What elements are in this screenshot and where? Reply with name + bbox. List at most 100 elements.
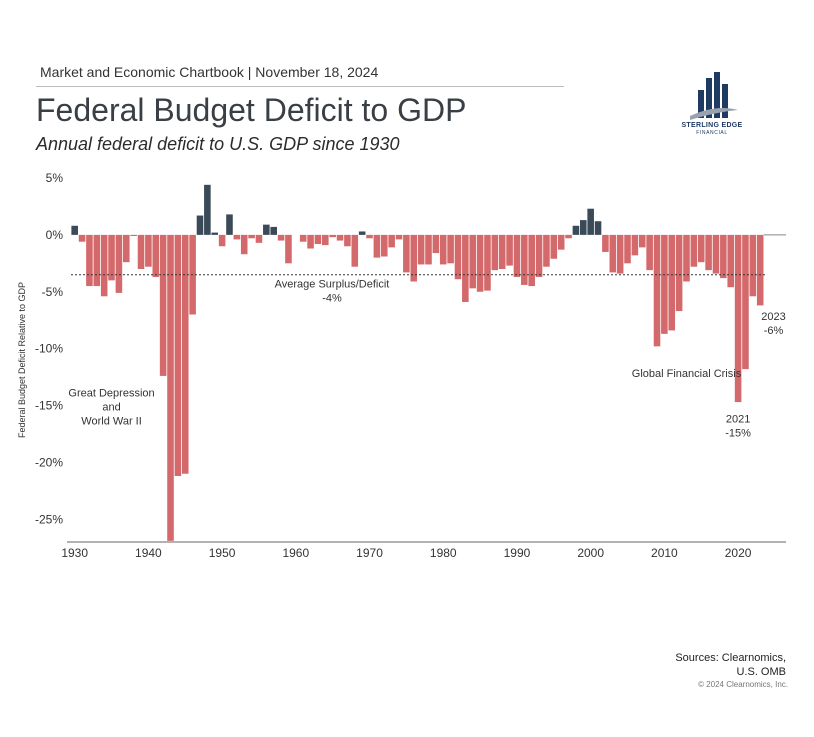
bar-1989 <box>506 234 513 266</box>
bar-1941 <box>152 234 160 277</box>
header-divider <box>36 86 564 87</box>
bar-1974 <box>395 234 403 240</box>
bar-2022 <box>749 234 757 297</box>
bar-1991 <box>521 234 528 285</box>
bar-1944 <box>174 234 182 477</box>
bar-2005 <box>624 234 631 264</box>
y-tick-label: 5% <box>46 171 64 185</box>
bar-1968 <box>351 234 359 267</box>
bar-2023 <box>756 234 764 306</box>
bar-1945 <box>181 234 189 474</box>
bar-2006 <box>631 234 639 256</box>
bar-2002 <box>602 234 609 252</box>
bar-2014 <box>690 234 698 267</box>
bar-1973 <box>388 234 395 248</box>
bar-1969 <box>358 231 366 235</box>
copyright-note: © 2024 Clearnomics, Inc. <box>698 680 788 689</box>
bar-1992 <box>528 234 535 287</box>
bar-1932 <box>86 234 93 287</box>
bar-2013 <box>683 234 690 282</box>
sources-line-2: U.S. OMB <box>736 666 786 678</box>
bar-1976 <box>410 234 418 282</box>
annotation-label: -15% <box>725 428 751 440</box>
bar-1954 <box>248 234 255 239</box>
y-tick-label: -20% <box>35 455 63 469</box>
bar-2001 <box>594 221 602 235</box>
bar-1984 <box>469 234 477 289</box>
bar-2000 <box>587 208 594 235</box>
bar-1996 <box>557 234 565 250</box>
bar-1963 <box>314 234 322 244</box>
x-tick-label: 2010 <box>651 546 678 560</box>
bar-1988 <box>498 234 506 269</box>
annotation-label: Global Financial Crisis <box>632 368 742 380</box>
bar-1982 <box>454 234 462 280</box>
bar-1948 <box>204 184 211 235</box>
bar-2020 <box>734 234 742 403</box>
bar-2015 <box>697 234 705 263</box>
bar-1953 <box>240 234 248 255</box>
bar-1990 <box>513 234 521 277</box>
bar-1971 <box>373 234 381 258</box>
bar-1985 <box>476 234 484 292</box>
average-value-label: -4% <box>322 293 342 305</box>
annotation-label: -6% <box>764 325 784 337</box>
bar-1993 <box>535 234 543 277</box>
x-tick-label: 1930 <box>61 546 88 560</box>
bar-1997 <box>565 234 572 239</box>
bar-1964 <box>322 234 329 246</box>
x-tick-label: 1970 <box>356 546 383 560</box>
bar-1930 <box>71 225 78 235</box>
x-tick-label: 1960 <box>282 546 309 560</box>
average-label: Average Surplus/Deficit <box>275 279 390 291</box>
bar-1958 <box>277 234 285 241</box>
bar-1966 <box>336 234 344 241</box>
bar-1943 <box>167 234 174 541</box>
bar-1939 <box>137 234 145 269</box>
bar-1979 <box>432 234 440 254</box>
bar-1942 <box>159 234 167 376</box>
y-tick-label: -25% <box>35 512 63 526</box>
bar-2018 <box>720 234 727 279</box>
x-tick-label: 1990 <box>504 546 531 560</box>
bar-2004 <box>616 234 624 274</box>
x-tick-label: 2020 <box>725 546 752 560</box>
bar-1940 <box>145 234 152 267</box>
bar-1975 <box>403 234 410 273</box>
y-axis-title: Federal Budget Deficit Relative to GDP <box>17 282 27 438</box>
bar-1961 <box>299 234 307 242</box>
bar-1938 <box>130 234 137 237</box>
bar-1947 <box>196 215 204 235</box>
bar-2012 <box>675 234 683 312</box>
bar-1950 <box>218 234 226 247</box>
bar-2007 <box>638 234 646 248</box>
bar-1957 <box>270 226 277 235</box>
annotation-label: World War II <box>81 415 142 427</box>
chartbook-header: Market and Economic Chartbook | November… <box>40 64 379 80</box>
bar-1981 <box>447 234 454 264</box>
bar-2017 <box>712 234 720 274</box>
bar-2019 <box>727 234 735 288</box>
bar-2010 <box>661 234 668 334</box>
x-tick-label: 1980 <box>430 546 457 560</box>
bar-1931 <box>78 234 86 242</box>
annotation-label: Great Depression <box>68 387 154 399</box>
logo-name: STERLING EDGE <box>681 122 743 129</box>
bar-2011 <box>668 234 676 331</box>
bar-1933 <box>93 234 101 287</box>
sources-line-1: Sources: Clearnomics, <box>675 652 786 664</box>
bar-1999 <box>580 220 587 235</box>
bar-1934 <box>100 234 108 297</box>
bar-1952 <box>233 234 241 240</box>
x-tick-label: 1950 <box>209 546 236 560</box>
bar-1937 <box>122 234 130 263</box>
x-tick-label: 2000 <box>577 546 604 560</box>
bar-1970 <box>366 234 373 239</box>
bar-1935 <box>108 234 115 281</box>
annotation-label: 2021 <box>726 414 750 426</box>
bar-1951 <box>226 214 233 235</box>
annotation-label: and <box>102 401 120 413</box>
bar-1936 <box>115 234 123 293</box>
bar-1972 <box>380 234 388 257</box>
